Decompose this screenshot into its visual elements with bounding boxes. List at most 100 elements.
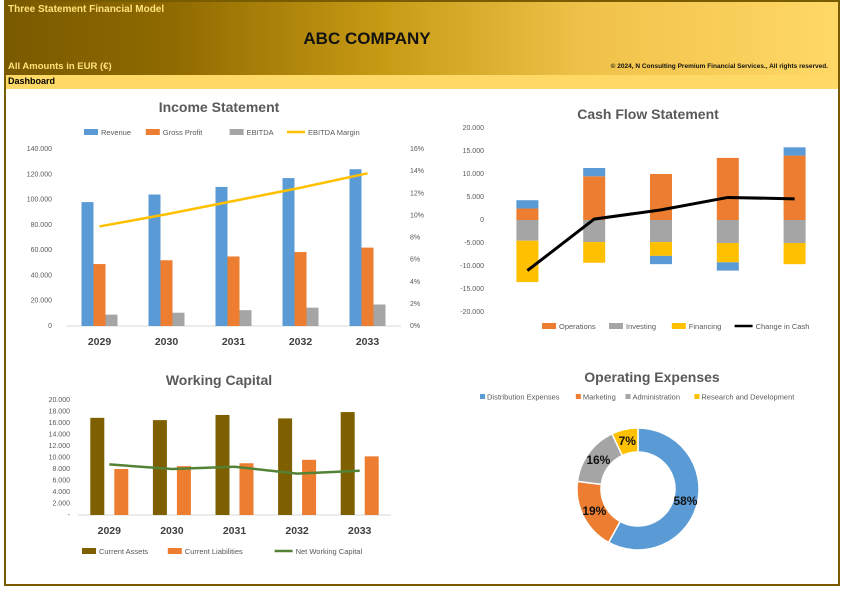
legend-net-working-capital-label: Net Working Capital [296,547,363,556]
bar-financing [650,242,672,256]
x-tick-label: 2033 [356,336,380,348]
bar-financing [583,242,606,263]
legend-current-assets-label: Current Assets [99,547,148,556]
y-tick-label: -10.000 [460,263,484,270]
bar-other [783,147,806,156]
legend-distribution-expenses-swatch [480,394,485,399]
bar-investing [516,220,539,241]
operating-expenses-chart: Operating Expenses 58% 19% 16% 7% Distributio… [480,369,795,551]
currency-note: All Amounts in EUR (€) [8,61,112,72]
y-tick-label: 20.000 [463,125,485,132]
chart-title: Operating Expenses [584,369,720,385]
model-title: Three Statement Financial Model [8,4,165,15]
bar-investing [783,220,806,243]
y-tick-label: 60.000 [31,247,53,254]
y-tick-label: 0 [480,217,484,224]
bar-financing [716,243,739,263]
y-tick-label: 80.000 [31,222,53,229]
bar-revenue [349,169,362,326]
working-capital-chart: Working Capital - 2.000 4.000 6.000 8.000 10.0… [49,372,391,556]
bar-revenue [215,186,228,326]
y2-tick-label: 0% [410,323,420,330]
y-tick-label: 14.000 [49,432,71,439]
y-tick-label: -20.000 [460,309,484,316]
bar-current-assets [340,412,355,515]
bar-revenue [282,178,295,326]
y-tick-label: 2.000 [52,501,70,508]
x-tick-label: 2033 [348,525,372,537]
slice-distribution-expenses [607,427,700,551]
chart-title: Cash Flow Statement [577,106,719,122]
y2-tick-label: 2% [410,301,420,308]
y-tick-label: 20.000 [49,397,71,404]
legend-ebitda-label: EBITDA [247,128,274,137]
legend-research-and-development-label: Research and Development [701,393,795,402]
y-tick-label: 10.000 [463,171,485,178]
bar-current-liabilities [176,466,191,515]
y-tick-label: 8.000 [52,466,70,473]
dashboard-frame: Three Statement Financial Model ABC COMP… [4,0,840,586]
legend-research-and-development-swatch [694,394,700,399]
y2-tick-label: 16% [410,146,424,153]
bar-operations [783,155,806,220]
y-tick-label: - [68,512,71,519]
legend-distribution-expenses-label: Distribution Expenses [487,393,560,402]
bar-investing [583,220,606,243]
slice-label: 7% [619,434,637,448]
y2-tick-label: 10% [410,212,424,219]
legend-ebitda-margin-label: EBITDA Margin [308,128,360,137]
bar-current-assets [90,417,105,515]
bar-operations [516,208,539,220]
bar-ebitda [306,307,319,326]
bar-current-liabilities [302,459,317,515]
bar-gross-profit [361,247,374,326]
y-tick-label: 4.000 [52,489,70,496]
copyright-notice: © 2024, N Consulting Premium Financial S… [610,63,828,70]
bar-gross-profit [227,256,240,326]
y2-tick-label: 6% [410,257,420,264]
y-tick-label: 15.000 [463,148,485,155]
bar-gross-profit [160,260,173,326]
y-tick-label: 40.000 [31,272,53,279]
y-tick-label: 6.000 [52,478,70,485]
legend-gross-profit-swatch [145,129,160,135]
bar-other [650,255,672,265]
bar-other [516,200,539,209]
x-tick-label: 2029 [98,525,122,537]
line-net-working-capital [109,463,360,475]
y-tick-label: 100.000 [27,197,52,204]
bar-financing [516,240,539,283]
x-tick-label: 2030 [160,525,184,537]
y2-tick-label: 4% [410,279,420,286]
bar-operations [650,174,672,220]
legend-financing-swatch [671,323,686,329]
legend-administration-label: Administration [633,393,681,402]
income-statement-chart: Income Statement 0 20.000 40.000 60.000 80.00… [27,99,424,348]
slice-label: 16% [586,453,610,467]
cash-flow-chart: Cash Flow Statement -20.000 -15.000 -10.000… [460,106,809,331]
legend-current-liabilities-label: Current Liabilities [185,547,243,556]
bar-other [716,262,739,271]
y-tick-label: 5.000 [466,194,484,201]
legend-operations-label: Operations [559,322,596,331]
y-tick-label: 16.000 [49,420,71,427]
legend-current-liabilities-swatch [167,548,182,554]
bar-investing [650,220,672,243]
y-tick-label: 18.000 [49,409,71,416]
y2-tick-label: 8% [410,235,420,242]
bar-current-liabilities [239,463,254,515]
bar-ebitda [105,314,118,326]
bar-operations [716,157,739,220]
x-tick-label: 2031 [223,525,247,537]
line-change-in-cash [526,195,795,272]
bar-ebitda [172,312,185,326]
legend-revenue-label: Revenue [101,128,131,137]
bar-investing [716,220,739,243]
legend-current-assets-swatch [82,548,96,554]
y-tick-label: 20.000 [31,298,53,305]
x-tick-label: 2032 [285,525,309,537]
line-ebitda-margin [99,172,368,228]
bar-financing [783,243,806,265]
legend-revenue-swatch [84,129,98,135]
company-name: ABC COMPANY [303,29,431,48]
